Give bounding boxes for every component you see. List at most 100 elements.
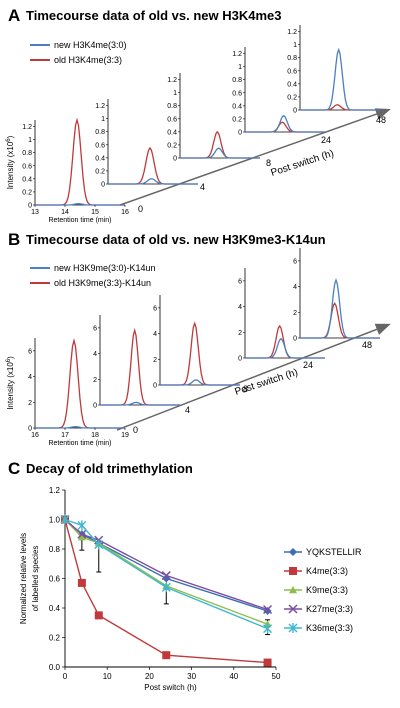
y-axis-label-line1: Normalized relative levels bbox=[19, 533, 28, 624]
x-tick-label: 19 bbox=[121, 432, 129, 439]
y-tick-label: 0.8 bbox=[95, 129, 105, 136]
y-tick-label: 1.2 bbox=[95, 103, 105, 110]
y-tick-label: 0.2 bbox=[287, 94, 297, 101]
timepoint-label: 48 bbox=[362, 340, 372, 350]
y-tick-label: 0.2 bbox=[49, 634, 61, 643]
y-tick-label: 4 bbox=[153, 331, 157, 338]
panel-a-letter: A bbox=[8, 6, 20, 25]
x-axis-label: Retention time (min) bbox=[48, 217, 111, 224]
y-tick-label: 2 bbox=[153, 357, 157, 364]
legend-a-old-label: old H3K4me(3:3) bbox=[54, 55, 122, 65]
timepoint-label: 4 bbox=[185, 405, 190, 415]
x-tick-label: 30 bbox=[187, 672, 196, 681]
y-tick-label: 0 bbox=[153, 383, 157, 390]
y-tick-label: 0 bbox=[28, 203, 32, 210]
data-point bbox=[162, 651, 171, 660]
new-trace-0 bbox=[35, 426, 125, 429]
y-tick-label: 6 bbox=[153, 305, 157, 312]
legend-marker-2 bbox=[289, 586, 297, 594]
y-tick-label: 0.2 bbox=[22, 189, 32, 196]
data-point bbox=[161, 582, 171, 593]
data-point bbox=[161, 571, 171, 581]
data-point bbox=[94, 539, 104, 550]
y-tick-label: 0.6 bbox=[232, 90, 242, 97]
y-tick-label: 0.4 bbox=[22, 176, 32, 183]
timepoint-label: 0 bbox=[138, 204, 143, 214]
timepoint-label: 24 bbox=[303, 360, 313, 370]
data-point bbox=[77, 578, 86, 587]
new-trace-1 bbox=[108, 178, 198, 185]
x-tick-label: 17 bbox=[61, 432, 69, 439]
old-trace-0 bbox=[35, 117, 125, 206]
y-tick-label: 0.4 bbox=[287, 81, 297, 88]
x-tick-label: 15 bbox=[91, 209, 99, 216]
y-tick-label: 6 bbox=[238, 278, 242, 285]
legend-b-old-label: old H3K9me(3:3)-K14un bbox=[54, 278, 151, 288]
y-tick-label: 0.8 bbox=[167, 103, 177, 110]
data-point bbox=[77, 520, 87, 531]
new-trace-4 bbox=[300, 278, 380, 339]
y-tick-label: 0 bbox=[293, 336, 297, 343]
timepoint-label: 8 bbox=[243, 384, 248, 394]
panel-b-legend: new H3K9me(3:0)-K14un old H3K9me(3:3)-K1… bbox=[30, 263, 156, 288]
x-tick-label: 50 bbox=[272, 672, 281, 681]
y-tick-label: 0 bbox=[238, 356, 242, 363]
data-point bbox=[94, 611, 103, 620]
new-trace-2 bbox=[180, 147, 260, 159]
y-tick-label: 0.4 bbox=[49, 604, 61, 613]
x-tick-label: 16 bbox=[121, 209, 129, 216]
y-tick-label: 0.6 bbox=[167, 116, 177, 123]
panel-a-title: Timecourse data of old vs. new H3K4me3 bbox=[26, 8, 282, 23]
new-trace-4 bbox=[300, 47, 380, 111]
y-tick-label: 0 bbox=[173, 156, 177, 163]
y-tick-label: 1.2 bbox=[49, 486, 61, 495]
old-trace-0 bbox=[35, 338, 125, 429]
old-trace-1 bbox=[100, 327, 180, 406]
y-tick-label: 6 bbox=[93, 325, 97, 332]
legend-marker-0 bbox=[289, 548, 297, 556]
x-tick-label: 14 bbox=[61, 209, 69, 216]
y-tick-label: 1 bbox=[238, 64, 242, 71]
y-tick-label: 2 bbox=[93, 377, 97, 384]
y-tick-label: 2 bbox=[293, 310, 297, 317]
x-tick-label: 10 bbox=[103, 672, 112, 681]
old-trace-3 bbox=[245, 121, 325, 133]
x-axis-label: Retention time (min) bbox=[48, 440, 111, 447]
y-tick-label: 4 bbox=[293, 284, 297, 291]
y-tick-label: 1.2 bbox=[22, 124, 32, 131]
y-tick-label: 0 bbox=[238, 130, 242, 137]
new-trace-3 bbox=[245, 337, 325, 359]
legend-marker-3 bbox=[288, 604, 298, 614]
y-tick-label: 0.6 bbox=[49, 575, 61, 584]
y-tick-label: 1.2 bbox=[167, 77, 177, 84]
x-tick-label: 13 bbox=[31, 209, 39, 216]
y-tick-label: 0.4 bbox=[232, 103, 242, 110]
panel-c-letter: C bbox=[8, 459, 20, 478]
timepoint-label: 8 bbox=[266, 158, 271, 168]
y-tick-label: 0.6 bbox=[22, 163, 32, 170]
y-tick-label: 0.8 bbox=[287, 55, 297, 62]
timepoint-label: 0 bbox=[133, 425, 138, 435]
legend-a-new-label: new H3K4me(3:0) bbox=[54, 40, 127, 50]
data-point bbox=[263, 658, 272, 667]
new-trace-0 bbox=[35, 203, 125, 206]
y-tick-label: 0.2 bbox=[232, 116, 242, 123]
old-trace-2 bbox=[160, 321, 240, 386]
legend-marker-4 bbox=[288, 623, 298, 633]
x-tick-label: 20 bbox=[145, 672, 154, 681]
y-tick-label: 0.6 bbox=[287, 68, 297, 75]
y-tick-label: 1 bbox=[293, 42, 297, 49]
timepoint-label: 24 bbox=[321, 135, 331, 145]
y-tick-label: 0.2 bbox=[167, 142, 177, 149]
old-trace-3 bbox=[245, 324, 325, 359]
y-tick-label: 2 bbox=[28, 400, 32, 407]
data-point bbox=[263, 604, 273, 615]
y-tick-label: 0.4 bbox=[167, 129, 177, 136]
y-tick-label: 0.6 bbox=[95, 142, 105, 149]
legend-label-3: K27me(3:3) bbox=[306, 604, 353, 614]
data-point bbox=[60, 514, 70, 525]
y-tick-label: 1.2 bbox=[232, 51, 242, 58]
new-trace-3 bbox=[245, 114, 325, 133]
y-tick-label: 4 bbox=[238, 304, 242, 311]
